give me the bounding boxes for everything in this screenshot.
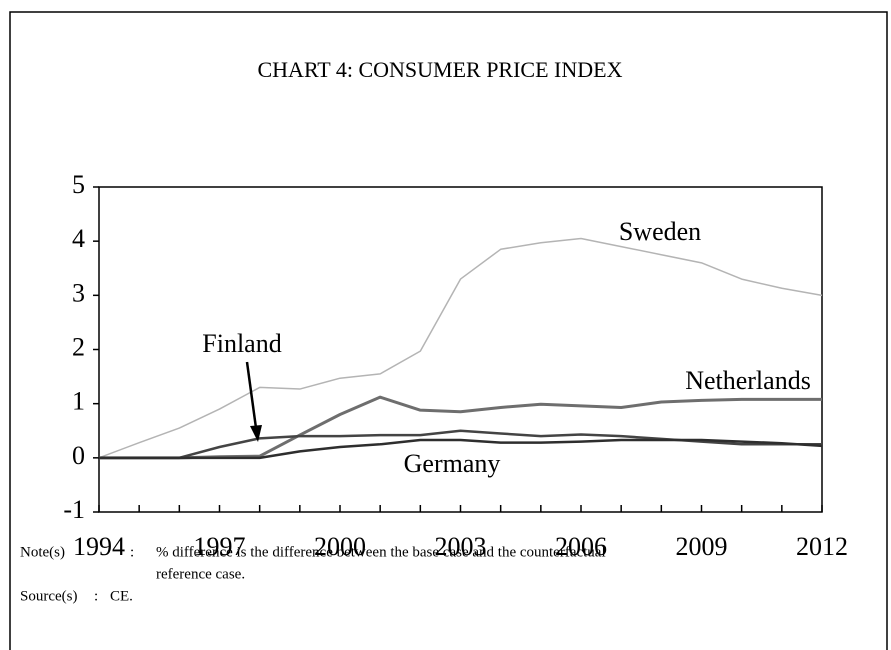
note-separator: : (130, 544, 134, 560)
y-tick-label: -1 (63, 495, 85, 524)
arrow-head (250, 425, 262, 442)
series-label: Finland (202, 329, 281, 358)
x-tick-label: 2006 (555, 532, 607, 561)
x-tick-label: 2000 (314, 532, 366, 561)
note-label: Source(s) (20, 588, 77, 604)
x-tick-label: 1994 (73, 532, 125, 561)
series-line (99, 438, 823, 460)
frame (9, 11, 888, 650)
x-tick-label: 1997 (194, 532, 246, 561)
y-tick-label: 4 (72, 224, 85, 253)
chart-title: CHART 4: CONSUMER PRICE INDEX (258, 57, 623, 82)
note-text: reference case. (156, 566, 245, 582)
series-line (99, 429, 822, 460)
y-tick-label: 5 (72, 170, 85, 199)
note-text: CE. (110, 588, 133, 604)
x-tick-label: 2003 (435, 532, 487, 561)
series-label: Germany (404, 449, 501, 478)
y-tick-label: 2 (72, 332, 85, 361)
series-label: Netherlands (685, 366, 811, 395)
y-tick-label: 3 (72, 278, 85, 307)
x-tick-label: 2012 (796, 532, 848, 561)
series-label: Sweden (619, 217, 701, 246)
label-arrow (245, 361, 258, 429)
y-tick-label: 0 (72, 441, 85, 470)
note-text: % difference is the difference between t… (156, 544, 606, 560)
series-line (98, 237, 823, 459)
y-tick-label: 1 (72, 387, 85, 416)
note-separator: : (94, 588, 98, 604)
x-tick-label: 2009 (676, 532, 728, 561)
note-label: Note(s) (20, 544, 65, 560)
